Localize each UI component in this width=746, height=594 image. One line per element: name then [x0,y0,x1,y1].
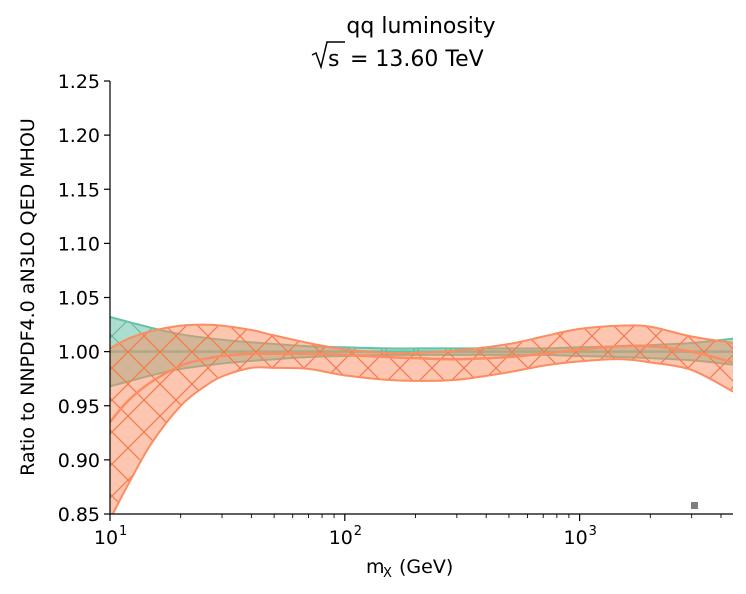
x-axis-label-unit: (GeV) [399,556,453,578]
x-tick-label-exponent: 2 [354,524,362,539]
axes [109,81,733,515]
chart-title-line2: s = 13.60 TeV [311,41,484,72]
y-tick-label: 0.95 [58,396,100,418]
y-tick-label: 1.05 [58,288,100,310]
x-tick-label: 10 [564,527,588,549]
y-tick-label: 0.90 [58,450,100,472]
x-axis-label-subscript: X [383,566,392,581]
x-axis-label: m X (GeV) [366,556,453,581]
chart-title-energy: = 13.60 TeV [350,47,484,72]
corner-marker [691,502,698,509]
x-tick-label-exponent: 3 [589,524,597,539]
y-axis-label: Ratio to NNPDF4.0 aN3LO QED MHOU [17,118,39,476]
chart-title-line1: qq luminosity [346,14,495,39]
y-tick-label: 1.25 [58,71,100,93]
y-tick-label: 0.85 [58,504,100,526]
y-tick-label: 1.15 [58,179,100,201]
band-hatch-orange [110,324,733,514]
band-lower-edge-orange [111,358,733,514]
central-line-orange [110,344,733,423]
x-tick-label: 10 [329,527,353,549]
x-tick-label-exponent: 1 [119,524,127,539]
y-ticks: 0.85 0.90 0.95 1.00 1.05 1.10 1.15 1.20 1.25 [58,71,110,526]
sqrt-symbol [311,41,345,70]
y-tick-label: 1.10 [58,233,100,255]
y-tick-label: 1.00 [58,342,100,364]
chart-title-sqrt-argument: s [328,47,339,72]
band-upper-edge-orange [110,323,733,355]
y-tick-label: 1.20 [58,125,100,147]
plot-area [110,316,733,514]
x-ticks: 10 1 10 2 10 3 [94,514,722,549]
x-axis-label-var: m [366,556,385,578]
x-tick-label: 10 [94,527,118,549]
